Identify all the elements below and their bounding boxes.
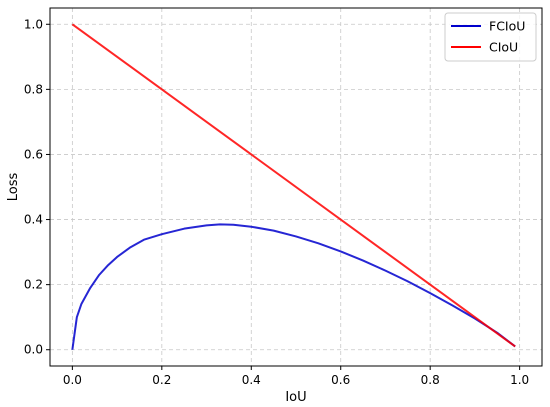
series-layer bbox=[71, 23, 516, 350]
legend-label-fciou: FCIoU bbox=[489, 19, 525, 34]
y-tick-label: 0.8 bbox=[24, 82, 43, 96]
series-line-ciou bbox=[71, 23, 516, 348]
y-tick-label: 0.4 bbox=[24, 213, 43, 227]
ticks: 0.0 0.2 0.4 0.6 0.8 1.0 0.0 0.2 0.4 0.6 0.8 1.0 bbox=[24, 17, 529, 387]
x-tick-label: 0.6 bbox=[331, 373, 350, 387]
y-tick-label: 0.2 bbox=[24, 278, 43, 292]
x-tick-label: 0.8 bbox=[421, 373, 440, 387]
y-tick-label: 0.0 bbox=[24, 343, 43, 357]
legend: FCIoU CIoU bbox=[444, 12, 537, 62]
legend-label-ciou: CIoU bbox=[489, 40, 518, 55]
x-tick-label: 0.2 bbox=[152, 373, 171, 387]
x-tick-label: 0.0 bbox=[63, 373, 82, 387]
x-tick-label: 1.0 bbox=[510, 373, 529, 387]
series-line-fciou bbox=[71, 223, 516, 350]
x-axis-label: IoU bbox=[285, 390, 306, 405]
y-tick-label: 0.6 bbox=[24, 147, 43, 161]
plot-frame bbox=[49, 7, 543, 367]
grid bbox=[50, 8, 542, 366]
y-axis-label: Loss bbox=[6, 173, 21, 202]
x-tick-label: 0.4 bbox=[242, 373, 261, 387]
y-tick-label: 1.0 bbox=[24, 17, 43, 31]
